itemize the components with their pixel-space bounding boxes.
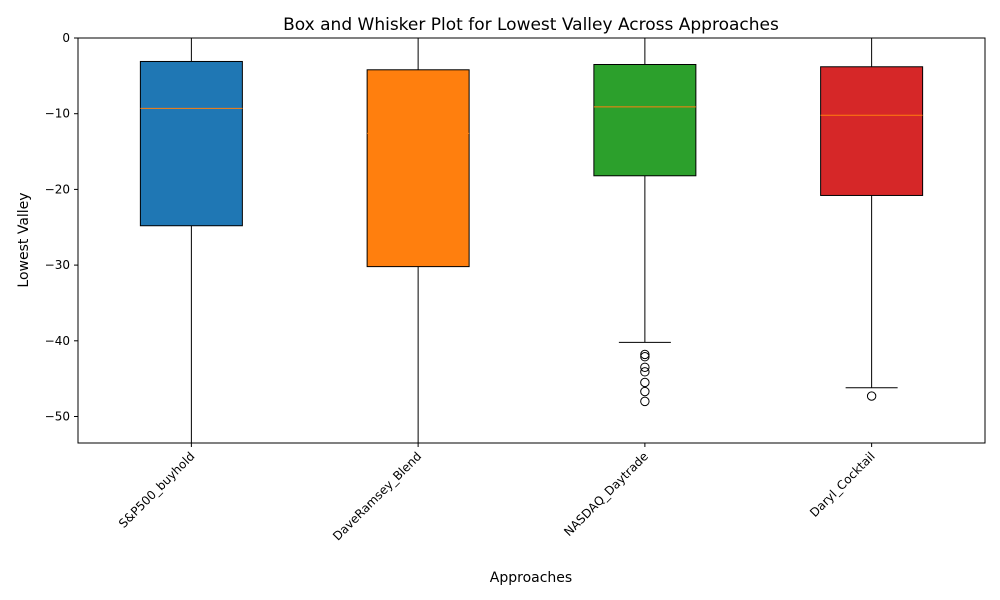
iqr-box bbox=[139, 60, 243, 227]
y-tick-label: −20 bbox=[45, 182, 70, 196]
chart-title: Box and Whisker Plot for Lowest Valley A… bbox=[283, 15, 779, 35]
outlier-point bbox=[640, 367, 650, 377]
box-Daryl_Cocktail bbox=[820, 37, 924, 401]
iqr-box bbox=[593, 63, 697, 177]
plot-area bbox=[139, 37, 924, 444]
y-tick-label: −30 bbox=[45, 258, 70, 272]
y-tick-label: −10 bbox=[45, 107, 70, 121]
outlier-point bbox=[640, 396, 650, 407]
outlier-point bbox=[640, 349, 650, 360]
y-axis: 0 −10 −20 −30 −40 −50 bbox=[45, 31, 78, 424]
outlier-point bbox=[640, 352, 650, 362]
y-tick-label: −50 bbox=[45, 410, 70, 424]
x-axis-label: Approaches bbox=[490, 570, 572, 586]
outlier-point bbox=[640, 386, 650, 397]
outlier-point bbox=[866, 391, 877, 401]
iqr-box bbox=[366, 69, 470, 268]
iqr-box bbox=[820, 66, 924, 196]
box-NASDAQ_Daytrade bbox=[593, 37, 697, 407]
y-tick-label: 0 bbox=[62, 31, 70, 45]
outlier-point bbox=[640, 377, 650, 388]
outlier-point bbox=[640, 362, 650, 372]
box-DaveRamsey_Blend bbox=[366, 37, 470, 444]
y-tick-label: −40 bbox=[45, 334, 70, 348]
plot-frame bbox=[77, 37, 986, 444]
y-axis-label: Lowest Valley bbox=[16, 192, 32, 287]
